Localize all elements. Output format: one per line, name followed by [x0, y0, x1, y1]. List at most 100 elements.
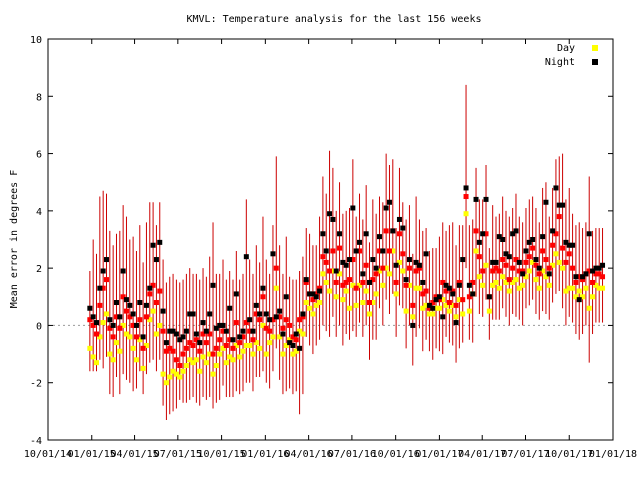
mean-point: [343, 279, 349, 285]
mean-point: [383, 228, 389, 234]
day-point: [357, 282, 363, 288]
night-point: [363, 231, 369, 237]
day-point: [323, 279, 329, 285]
x-tick-label: 04/01/15: [110, 449, 158, 460]
mean-point: [563, 259, 569, 265]
day-point: [553, 251, 559, 257]
mean-point: [277, 314, 283, 320]
mean-point: [230, 345, 236, 351]
night-point: [257, 311, 263, 317]
day-point: [310, 311, 316, 317]
day-point: [267, 340, 273, 346]
mean-point: [133, 334, 139, 340]
night-point: [503, 251, 509, 257]
night-point: [580, 274, 586, 280]
mean-point: [103, 277, 109, 283]
day-point: [386, 271, 392, 277]
day-point: [580, 294, 586, 300]
night-point: [127, 302, 133, 308]
day-point: [450, 302, 456, 308]
y-tick-label: -2: [30, 379, 42, 390]
mean-point: [426, 305, 432, 311]
mean-point: [600, 274, 606, 280]
night-point: [563, 239, 569, 245]
plot-border: [47, 38, 614, 441]
night-point: [357, 239, 363, 245]
mean-point: [283, 317, 289, 323]
day-point: [90, 354, 96, 360]
day-point: [200, 354, 206, 360]
y-tick-label: 10: [30, 35, 42, 46]
day-point: [130, 345, 136, 351]
mean-point: [183, 345, 189, 351]
day-point: [556, 259, 562, 265]
mean-point: [203, 340, 209, 346]
night-point: [480, 231, 486, 237]
mean-point: [483, 231, 489, 237]
point-layer: [87, 185, 606, 386]
night-point: [207, 311, 213, 317]
night-point: [133, 322, 139, 328]
mean-point: [596, 271, 602, 277]
day-point: [160, 371, 166, 377]
legend-label-day: Day: [557, 43, 575, 54]
mean-point: [97, 302, 103, 308]
mean-point: [480, 268, 486, 274]
mean-point: [247, 328, 253, 334]
night-point: [543, 199, 549, 205]
day-point: [127, 334, 133, 340]
day-point: [596, 285, 602, 291]
mean-point: [157, 288, 163, 294]
y-tick-layer: -4 -2 0 2 4 6 8 10: [30, 35, 613, 447]
day-point: [287, 337, 293, 343]
mean-point: [386, 248, 392, 254]
night-point: [586, 231, 592, 237]
mean-point: [570, 265, 576, 271]
day-point: [163, 380, 169, 386]
day-point: [593, 282, 599, 288]
day-point: [420, 305, 426, 311]
mean-point: [520, 268, 526, 274]
day-point: [543, 274, 549, 280]
night-point: [230, 337, 236, 343]
night-point: [337, 231, 343, 237]
night-point: [463, 185, 469, 191]
x-tick-label: 10/01/16: [372, 449, 420, 460]
mean-point: [510, 265, 516, 271]
day-point: [280, 351, 286, 357]
x-tick-label: 07/01/15: [154, 449, 202, 460]
day-point: [237, 354, 243, 360]
night-point: [390, 228, 396, 234]
night-point: [373, 265, 379, 271]
day-point: [193, 357, 199, 363]
day-point: [410, 314, 416, 320]
x-tick-label: 04/01/16: [285, 449, 333, 460]
mean-point: [313, 291, 319, 297]
day-point: [300, 331, 306, 337]
mean-point: [140, 345, 146, 351]
mean-point: [210, 351, 216, 357]
night-point: [460, 257, 466, 263]
day-point: [490, 282, 496, 288]
mean-point: [213, 345, 219, 351]
day-point: [320, 271, 326, 277]
night-point: [347, 257, 353, 263]
day-point: [123, 331, 129, 337]
day-point: [110, 357, 116, 363]
night-point: [533, 257, 539, 263]
mean-point: [130, 322, 136, 328]
night-point: [173, 331, 179, 337]
night-point: [386, 199, 392, 205]
mean-point: [240, 334, 246, 340]
day-point: [516, 285, 522, 291]
mean-point: [173, 357, 179, 363]
day-point: [583, 285, 589, 291]
mean-point: [556, 214, 562, 220]
day-point: [530, 259, 536, 265]
night-point: [317, 288, 323, 294]
day-point: [540, 268, 546, 274]
day-point: [546, 282, 552, 288]
mean-point: [560, 245, 566, 251]
mean-point: [440, 279, 446, 285]
night-point: [280, 331, 286, 337]
